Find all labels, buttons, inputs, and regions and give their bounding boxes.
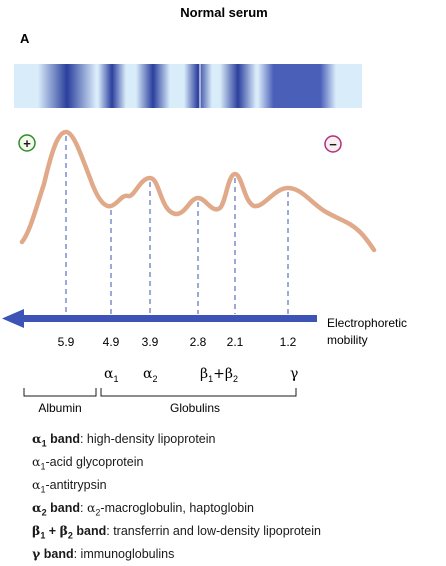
- mobility-label: 1.2: [280, 335, 297, 349]
- legend-beta-band: β1 + β2 band: transferrin and low-densit…: [32, 522, 321, 541]
- mobility-label: 2.8: [190, 335, 207, 349]
- band-albumin: [38, 64, 96, 108]
- band-gamma: [258, 64, 336, 108]
- arrow-shaft: [18, 315, 317, 322]
- mobility-label: 5.9: [58, 335, 75, 349]
- negative-symbol: −: [329, 137, 337, 152]
- peak-guides: [65, 136, 289, 314]
- globulins-label: Globulins: [170, 401, 220, 415]
- legend-alpha1-acid-glycoprotein: α1-acid glycoprotein: [32, 453, 144, 472]
- mobility-label: 4.9: [103, 335, 120, 349]
- positive-symbol: +: [23, 136, 31, 151]
- negative-electrode-icon: [324, 135, 342, 153]
- densitometry-curve: [19, 129, 377, 253]
- mobility-label: 2.1: [227, 335, 244, 349]
- legend-alpha1-antitrypsin: α1-antitrypsin: [32, 476, 107, 495]
- axis-label-line2: mobility: [327, 333, 368, 347]
- band-alpha1: [98, 64, 126, 108]
- panel-label: A: [20, 31, 30, 46]
- legend-gamma-band: γ band: immunoglobulins: [32, 545, 175, 561]
- figure-title: Normal serum: [180, 5, 267, 20]
- fraction-label-beta: β1+β2: [200, 366, 238, 384]
- mobility-arrow: [2, 309, 317, 328]
- albumin-bracket: [23, 388, 97, 397]
- globulins-bracket: [100, 388, 297, 397]
- positive-electrode-icon: [18, 134, 36, 152]
- legend-alpha2-band: α2 band: α2-macroglobulin, haptoglobin: [32, 499, 254, 518]
- axis-label-line1: Electrophoretic: [327, 316, 407, 330]
- gel-strip: [14, 64, 362, 108]
- albumin-label: Albumin: [38, 401, 81, 415]
- fraction-labels: α1 α2 β1+β2 γ: [104, 366, 298, 384]
- group-brackets: [23, 388, 297, 397]
- legend-alpha1-band: α1 band: high-density lipoprotein: [32, 431, 216, 449]
- band-legend: α1 band: high-density lipoprotein α1-aci…: [32, 430, 432, 563]
- fraction-label-alpha2: α2: [143, 366, 157, 384]
- band-beta1: [184, 64, 212, 108]
- mobility-label: 3.9: [142, 335, 159, 349]
- fraction-label-gamma: γ: [290, 366, 298, 382]
- mobility-labels: 5.9 4.9 3.9 2.8 2.1 1.2: [58, 335, 297, 349]
- fraction-label-alpha1: α1: [104, 366, 118, 384]
- band-beta2: [220, 64, 256, 108]
- band-alpha2: [136, 64, 170, 108]
- arrow-head: [2, 309, 24, 328]
